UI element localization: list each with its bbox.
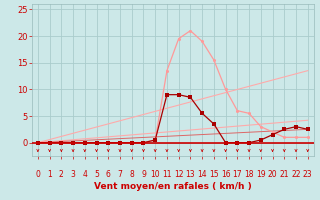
X-axis label: Vent moyen/en rafales ( km/h ): Vent moyen/en rafales ( km/h ) — [94, 182, 252, 191]
